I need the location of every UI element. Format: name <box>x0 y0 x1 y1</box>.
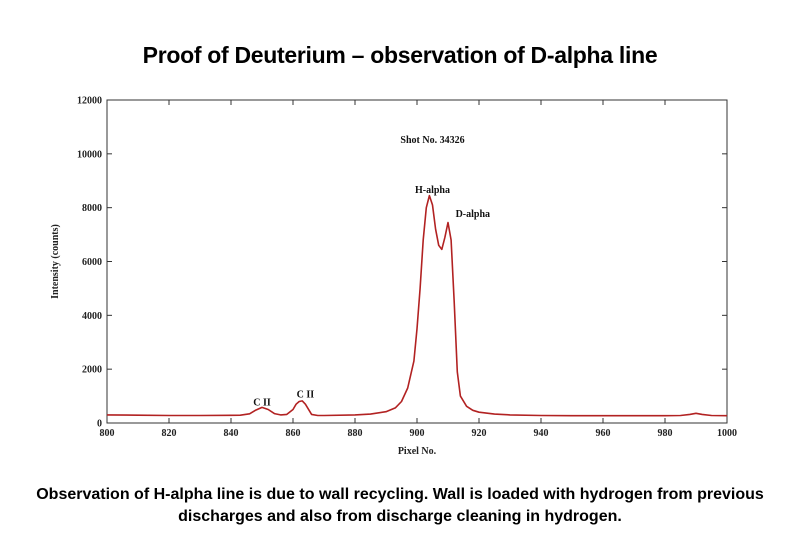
y-tick-label: 4000 <box>82 311 102 322</box>
y-axis-label: Intensity (counts) <box>50 224 61 299</box>
annotation-2: H-alpha <box>415 185 450 196</box>
y-tick-label: 6000 <box>82 257 102 268</box>
x-tick-label: 900 <box>410 428 425 439</box>
x-tick-label: 960 <box>596 428 611 439</box>
annotation-3: D-alpha <box>456 209 490 220</box>
y-tick-label: 10000 <box>77 149 102 160</box>
caption-line-2: discharges and also from discharge clean… <box>178 508 622 525</box>
x-axis-label: Pixel No. <box>398 446 437 457</box>
x-tick-label: 940 <box>534 428 549 439</box>
y-tick-label: 12000 <box>77 96 102 107</box>
y-tick-label: 0 <box>97 419 102 430</box>
annotation-5: C II <box>297 389 315 400</box>
x-tick-label: 840 <box>224 428 239 439</box>
annotation-1: Shot No. 34326 <box>400 135 464 146</box>
x-tick-label: 880 <box>348 428 363 439</box>
x-tick-label: 1000 <box>717 428 737 439</box>
y-tick-label: 8000 <box>82 203 102 214</box>
series-line-1 <box>106 194 728 417</box>
x-tick-label: 980 <box>658 428 673 439</box>
x-tick-label: 820 <box>162 428 177 439</box>
annotation-4: C II <box>253 398 271 409</box>
caption-line-1: Observation of H-alpha line is due to wa… <box>36 486 764 503</box>
series-group <box>106 194 728 417</box>
slide-title: Proof of Deuterium – observation of D-al… <box>142 42 658 68</box>
slide-caption: Observation of H-alpha line is due to wa… <box>10 484 790 528</box>
x-tick-label: 920 <box>472 428 487 439</box>
x-tick-label: 800 <box>100 428 115 439</box>
annotations: Shot No. 34326 H-alpha D-alpha C II C II <box>253 135 490 408</box>
axis-ticks: 800 820 840 860 880 900 920 940 960 980 1000020004… <box>77 96 737 440</box>
x-tick-label: 860 <box>286 428 301 439</box>
y-tick-label: 2000 <box>82 365 102 376</box>
plot-frame <box>106 99 728 424</box>
axes <box>106 99 728 424</box>
